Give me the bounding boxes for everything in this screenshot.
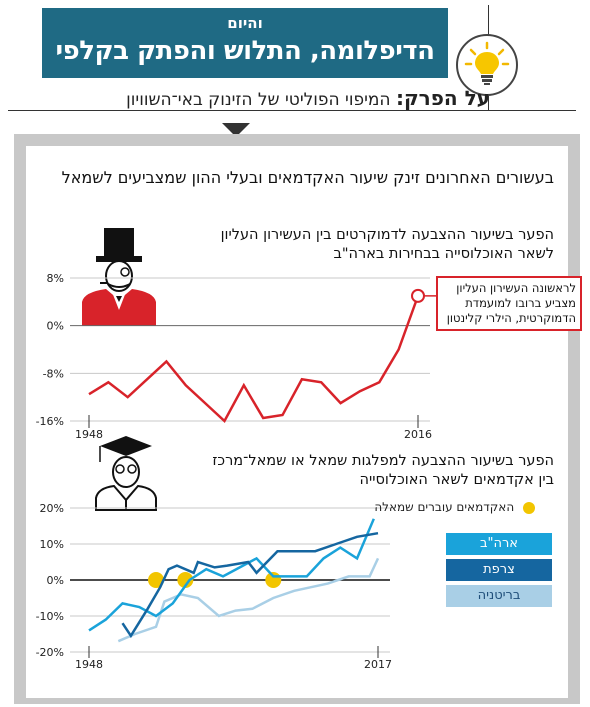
chart2-y-tick-label: -20% [36,646,64,659]
chart1-x-tick-label: 1948 [75,428,103,441]
chart2-title: הפער בשיעור ההצבעה למפלגות שמאל או שמאל־… [212,453,554,488]
subheader: על הפרק: המיפוי הפוליטי של הזינוק באי־הש… [126,86,490,110]
chart2-crossover-marker [148,572,165,588]
top-hat-rich-man-icon [82,228,156,326]
chart2-series-france [121,531,379,639]
pointer-triangle [222,123,250,137]
chart1-y-tick-label: 0% [47,320,64,333]
light-bulb-icon [456,34,518,96]
chart1-title: הפער בשיעור ההצבעה לדמוקרטים בין העשירון… [220,227,554,262]
chart1-x-tick-label: 2016 [404,428,432,441]
chart2-y-tick-label: -10% [36,610,64,623]
legend-academics-label: האקדמאים עוברים שמאלה [374,500,515,514]
legend-dot [523,501,535,514]
subheader-text: המיפוי הפוליטי של הזינוק באי־השוויון [126,90,391,110]
graduate-icon [95,436,157,511]
chart2-series-us [88,518,375,632]
chart2-crossover-marker [177,572,194,588]
chart1-series-line [88,295,420,424]
chart1-y-tick-label: -8% [43,367,64,380]
chart1-highlight-point [411,288,425,303]
page-title: הדיפלומה, התלוש והפתק בקלפי [55,36,435,66]
chart2-y-tick-label: 10% [40,538,64,551]
legend-uk: בריטניה [446,585,552,607]
chart2-x-tick-label: 2017 [364,658,392,671]
chart2-series-uk [117,557,380,643]
chart2-x-tick-label: 1948 [75,658,103,671]
header-banner: והיום הדיפלומה, התלוש והפתק בקלפי [42,8,448,78]
chart1-y-tick-label: -16% [36,415,64,428]
chart2-y-tick-label: 20% [40,502,64,515]
chart2: 20% 10% 0% -10% -20% 1948 2017 [36,502,392,671]
panel-title: בעשורים האחרונים זינק שיעור האקדמאים ובע… [61,168,554,187]
legend-france: צרפת [446,559,552,581]
chart2-y-tick-label: 0% [47,574,64,587]
header-kicker: והיום [227,14,263,32]
legend-us: ארה"ב [446,533,552,555]
subheader-kicker: על הפרק: [395,86,490,110]
chart1-callout: לראשונה העשירון העליון מצביע ברובו למועמ… [436,276,582,331]
legend-academics: האקדמאים עוברים שמאלה [374,500,535,514]
chart1: 8% 0% -8% -16% 1948 2016 [36,272,436,441]
chart2-crossover-marker [265,572,282,588]
chart1-y-tick-label: 8% [47,272,64,285]
header-divider [8,110,576,111]
